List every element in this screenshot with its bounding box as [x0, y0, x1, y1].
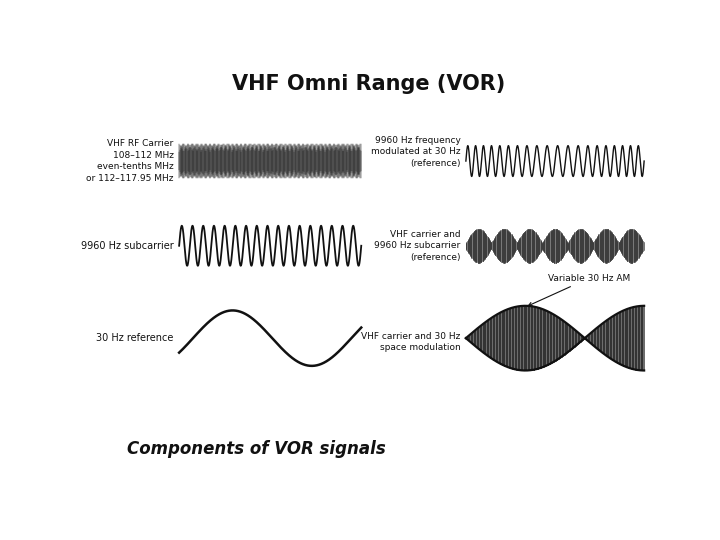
- Text: VHF carrier and 30 Hz
space modulation: VHF carrier and 30 Hz space modulation: [361, 332, 461, 352]
- Text: 30 Hz reference: 30 Hz reference: [96, 333, 174, 343]
- Text: Variable 30 Hz AM: Variable 30 Hz AM: [528, 274, 630, 306]
- Text: VHF carrier and
9960 Hz subcarrier
(reference): VHF carrier and 9960 Hz subcarrier (refe…: [374, 230, 461, 262]
- Text: VHF Omni Range (VOR): VHF Omni Range (VOR): [233, 74, 505, 94]
- Text: Components of VOR signals: Components of VOR signals: [127, 440, 386, 457]
- Text: VHF RF Carrier
108–112 MHz
even-tenths MHz
or 112–117.95 MHz: VHF RF Carrier 108–112 MHz even-tenths M…: [86, 139, 174, 183]
- Text: 9960 Hz subcarrier: 9960 Hz subcarrier: [81, 241, 174, 251]
- Text: 9960 Hz frequency
modulated at 30 Hz
(reference): 9960 Hz frequency modulated at 30 Hz (re…: [371, 136, 461, 168]
